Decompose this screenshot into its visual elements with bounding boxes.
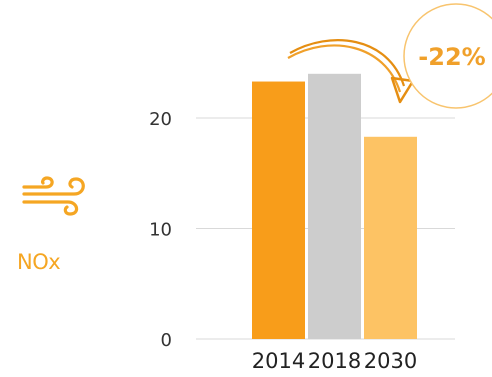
x-tick-label: 2018	[308, 349, 361, 373]
curved-arrow-icon	[287, 39, 415, 104]
change-badge-text: -22%	[418, 43, 485, 71]
bars	[252, 73, 417, 340]
y-tick-label: 10	[149, 220, 172, 241]
bar-2018	[308, 73, 361, 340]
y-tick-label: 20	[149, 109, 172, 130]
wind-icon	[22, 176, 85, 216]
x-tick-label: 2014	[252, 349, 305, 373]
x-axis-ticks: 2014 2018 2030	[252, 349, 417, 373]
change-badge: -22%	[403, 3, 492, 109]
pollutant-label: NOx	[17, 250, 61, 274]
y-axis-ticks: 0 10 20	[149, 109, 172, 351]
bar-2014	[252, 81, 305, 339]
y-tick-label: 0	[161, 330, 172, 351]
bar-2030	[364, 136, 417, 339]
x-tick-label: 2030	[364, 349, 417, 373]
